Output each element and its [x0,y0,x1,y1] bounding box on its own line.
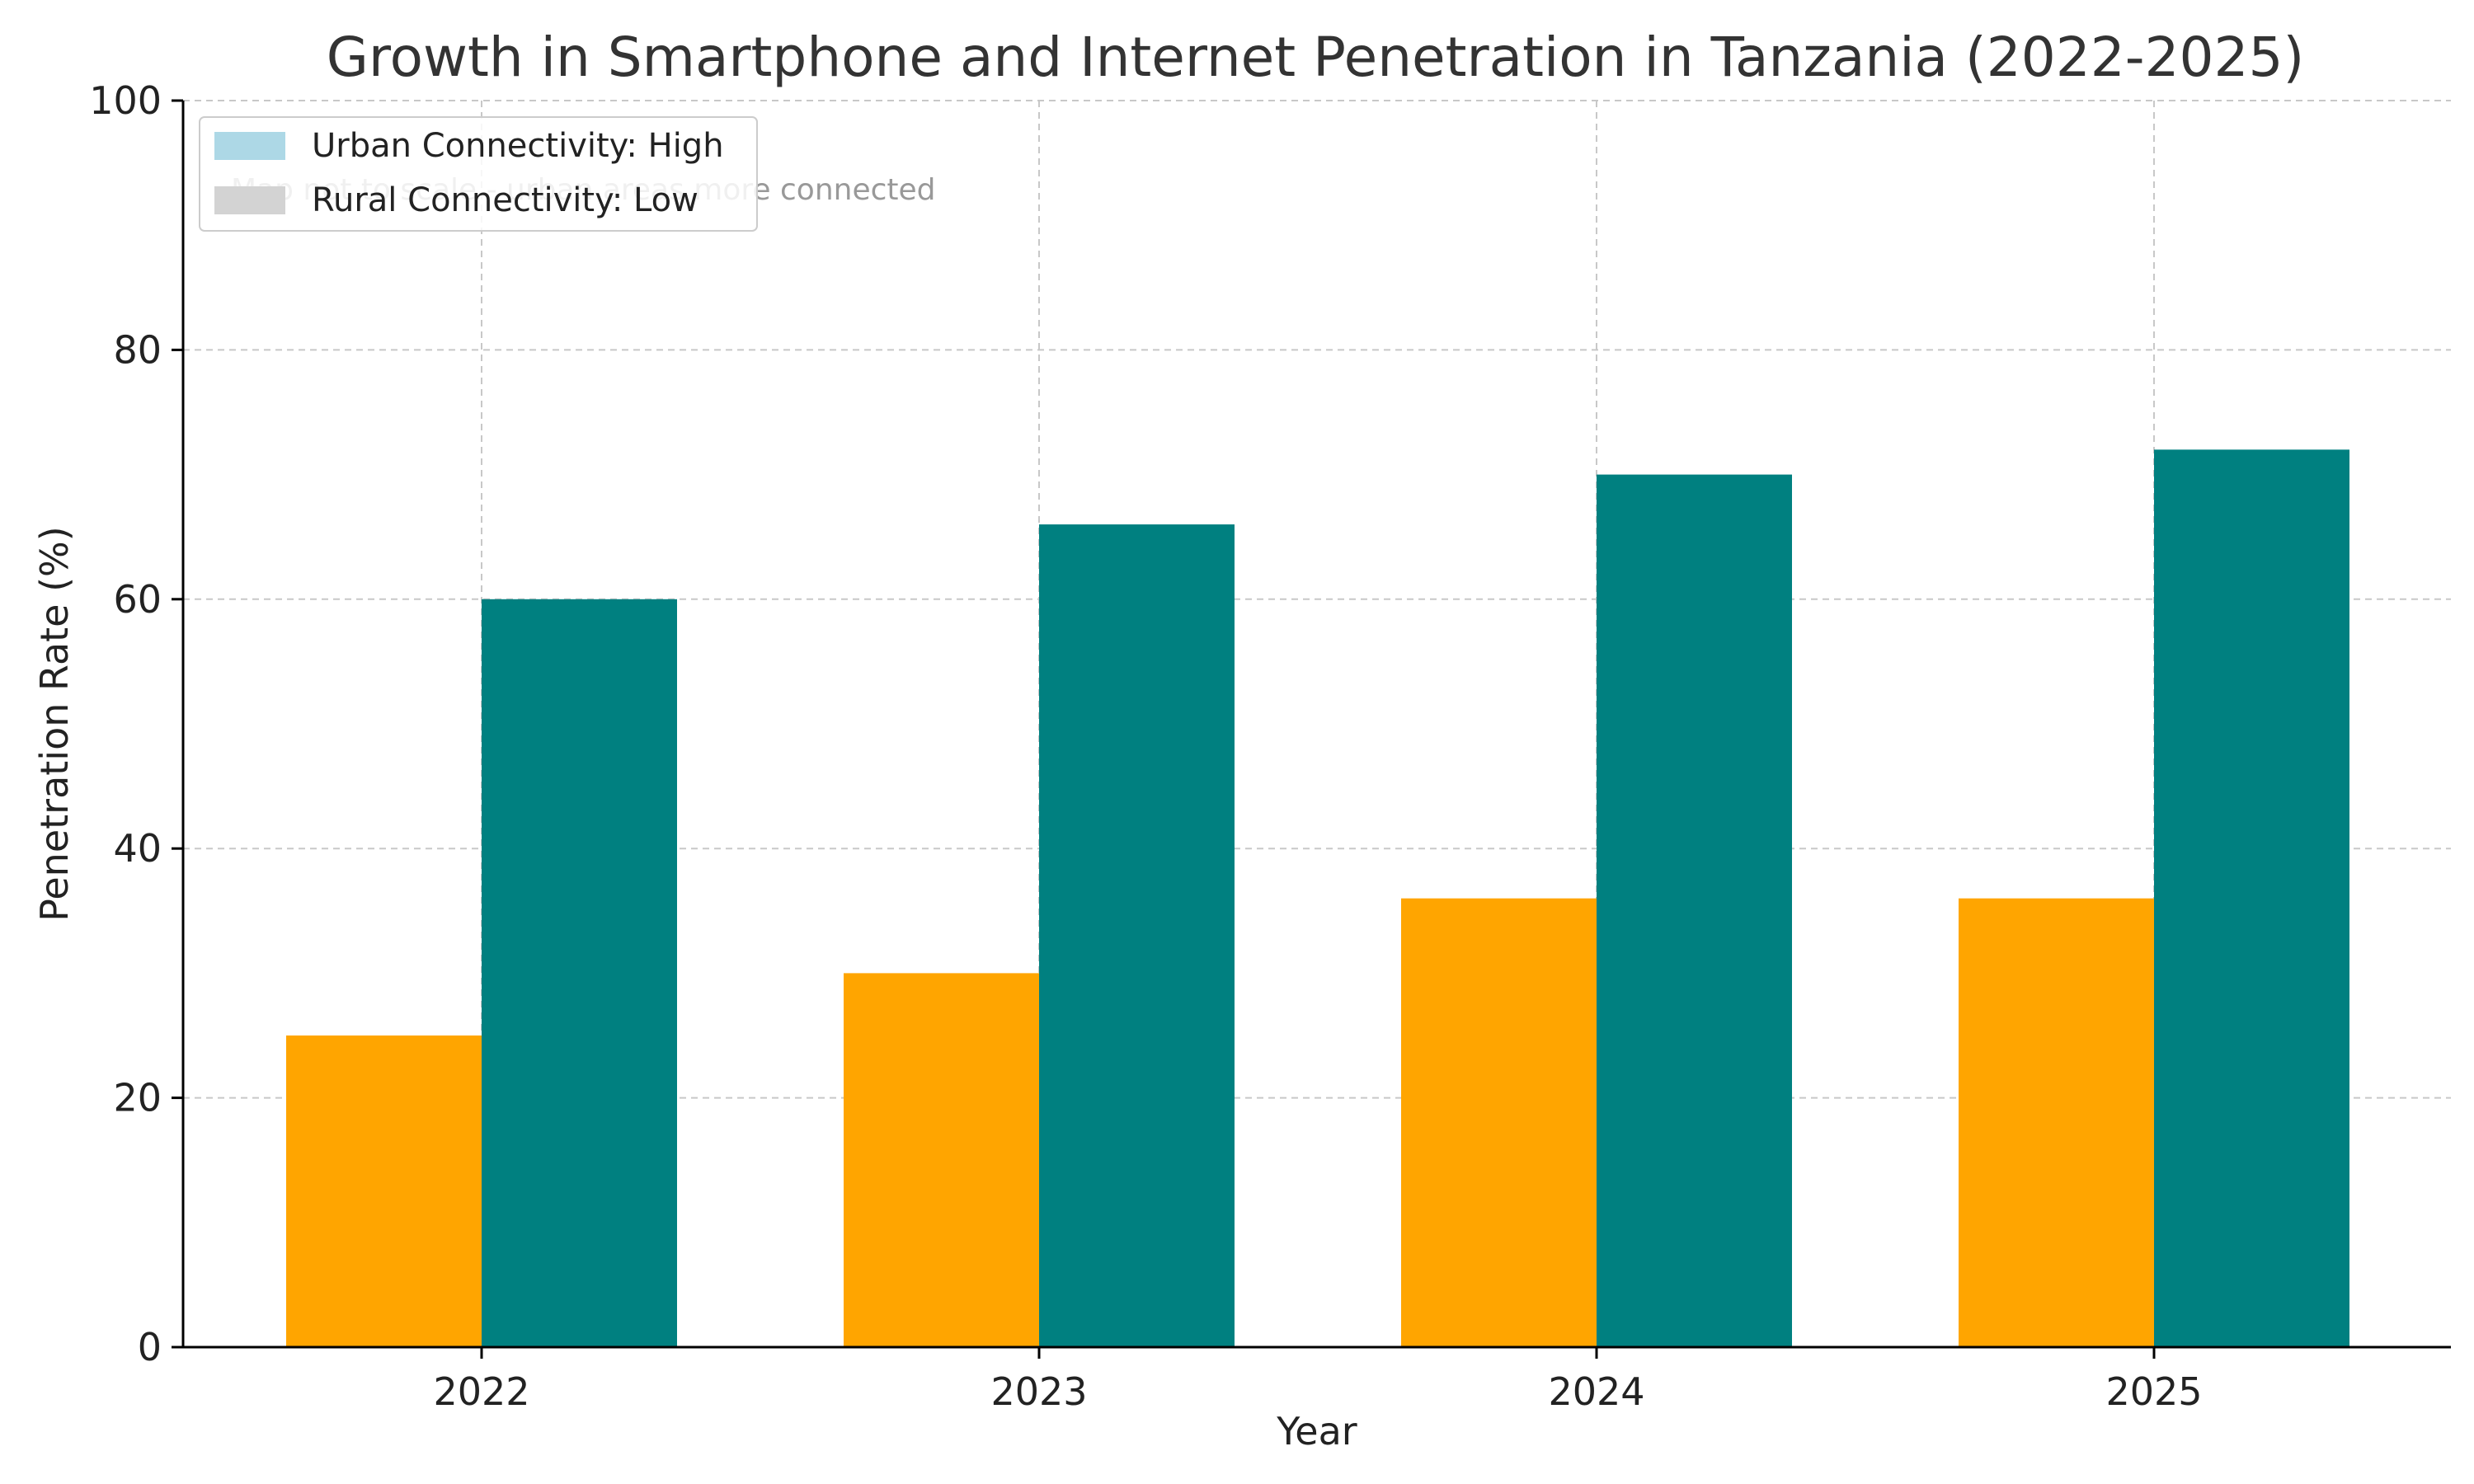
x-axis-label: Year [1276,1409,1357,1453]
y-tick-label: 0 [138,1325,162,1369]
x-axis-ticks: 2022 2023 2024 2025 [433,1347,2203,1414]
y-tick-label: 100 [89,78,162,123]
legend-label-rural: Rural Connectivity: Low [312,181,698,219]
y-tick-label: 20 [113,1076,162,1120]
bar-series-1-2024 [1401,898,1597,1347]
bar-series-2-2024 [1597,474,1792,1347]
bar-series-2-2025 [2154,449,2349,1347]
x-tick-label: 2024 [1548,1369,1644,1414]
chart-title: Growth in Smartphone and Internet Penetr… [327,26,2304,89]
bar-series-1-2022 [286,1036,482,1347]
x-tick-label: 2025 [2105,1369,2202,1414]
y-axis-label: Penetration Rate (%) [32,526,77,921]
bar-series-2-2023 [1039,524,1235,1347]
bar-series-1-2025 [1959,898,2154,1347]
y-axis-ticks: 0 20 40 60 80 100 [89,78,183,1369]
legend-swatch-rural [214,186,285,214]
legend-label-urban: Urban Connectivity: High [312,127,724,165]
legend-swatch-urban [214,132,285,160]
y-tick-label: 60 [113,577,162,622]
y-tick-label: 80 [113,327,162,372]
x-tick-label: 2022 [433,1369,529,1414]
bar-series-1-2023 [844,973,1039,1347]
bars [286,449,2349,1347]
legend: Urban Connectivity: High Rural Connectiv… [199,116,758,232]
bar-series-2-2022 [482,599,677,1347]
y-tick-label: 40 [113,826,162,871]
legend-box [199,116,758,232]
x-tick-label: 2023 [990,1369,1087,1414]
